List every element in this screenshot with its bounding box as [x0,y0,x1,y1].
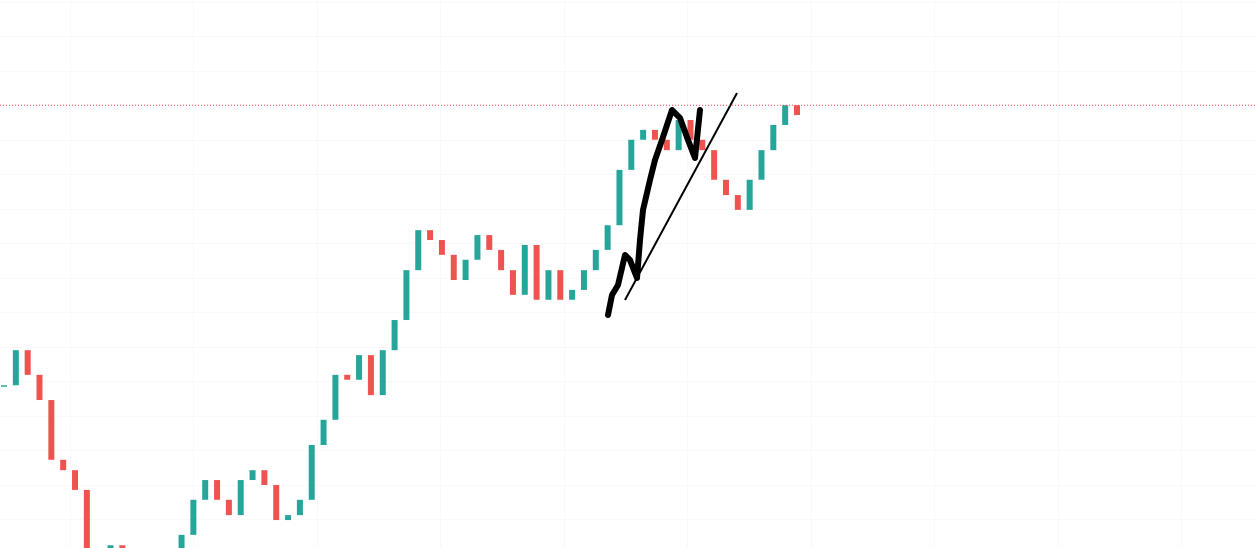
candle [12,350,19,386]
candle [794,105,800,116]
candle [758,150,765,180]
candle [214,480,221,500]
candle [296,499,303,516]
candle [580,270,587,290]
candle [462,259,469,281]
candle [628,139,635,170]
candle [391,320,398,351]
candle [107,545,114,548]
candle [746,179,753,210]
candle [498,249,505,271]
candles [1,105,800,548]
candle [344,374,351,380]
candle [569,289,576,300]
candle [782,105,789,125]
candle [521,244,528,295]
candle [675,120,682,151]
candle [332,374,339,420]
candle [687,120,694,140]
candle [119,545,126,548]
candle [711,150,718,180]
candle [178,534,185,548]
candle [273,484,280,521]
candle [261,470,268,485]
candle [545,270,552,300]
candle [663,139,670,151]
candle [699,139,706,151]
candle [592,249,599,271]
candle [474,235,481,260]
drawing-brush [605,107,703,318]
candle [83,489,90,548]
candle [225,499,232,516]
candle [604,225,611,250]
candle [356,355,363,380]
candle [427,230,434,241]
drawing-trendline [624,92,738,301]
candle [24,350,31,375]
candle [651,129,658,140]
candle [237,480,244,516]
candle [36,374,43,401]
candle [509,270,516,295]
candle [379,350,386,396]
candle [770,124,777,151]
candle [640,129,647,140]
candle [249,470,256,481]
candle [367,355,374,396]
candle [486,235,493,250]
candle [450,254,457,281]
candle [202,480,209,500]
candle [308,444,315,500]
candle [403,270,410,321]
candle [320,419,327,445]
candle [533,244,540,300]
candle [616,169,623,226]
candle [734,195,741,210]
candle [722,179,729,196]
candle [60,459,67,471]
candle [1,385,7,387]
candle [415,230,422,271]
candle [72,470,79,490]
candle [190,499,197,535]
candle [557,270,564,300]
candle [48,400,55,460]
candle [438,240,445,255]
candle [285,515,292,521]
